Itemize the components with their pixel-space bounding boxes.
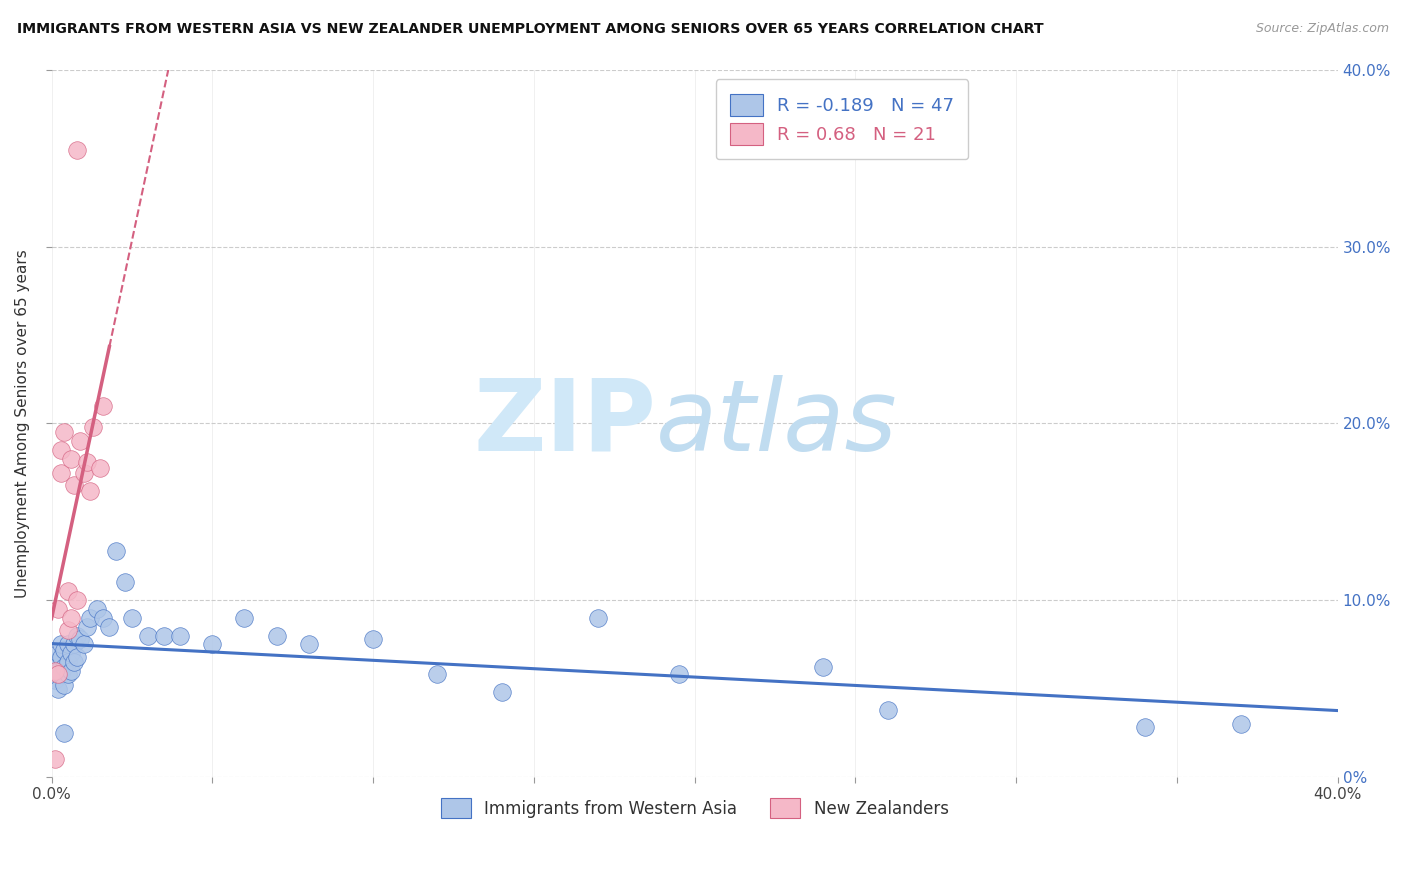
Point <box>51 637 73 651</box>
Point <box>121 611 143 625</box>
Point <box>69 632 91 646</box>
Point <box>53 642 76 657</box>
Point <box>63 478 86 492</box>
Legend: Immigrants from Western Asia, New Zealanders: Immigrants from Western Asia, New Zealan… <box>434 791 955 825</box>
Point <box>82 420 104 434</box>
Point <box>266 628 288 642</box>
Point <box>79 483 101 498</box>
Point <box>53 660 76 674</box>
Point <box>491 685 513 699</box>
Point <box>586 611 609 625</box>
Point <box>89 460 111 475</box>
Point <box>56 655 79 669</box>
Point <box>79 611 101 625</box>
Point <box>1230 716 1253 731</box>
Point <box>44 655 66 669</box>
Point <box>51 442 73 457</box>
Point <box>66 628 89 642</box>
Point <box>76 455 98 469</box>
Point <box>668 667 690 681</box>
Point <box>44 752 66 766</box>
Point <box>51 667 73 681</box>
Point <box>44 664 66 678</box>
Point <box>91 611 114 625</box>
Point <box>73 637 96 651</box>
Point <box>44 673 66 687</box>
Point <box>53 725 76 739</box>
Point <box>233 611 256 625</box>
Point <box>426 667 449 681</box>
Point <box>811 660 834 674</box>
Point <box>76 620 98 634</box>
Point <box>51 466 73 480</box>
Point <box>56 584 79 599</box>
Point <box>66 649 89 664</box>
Point <box>153 628 176 642</box>
Point <box>51 649 73 664</box>
Point <box>136 628 159 642</box>
Text: ZIP: ZIP <box>474 375 657 472</box>
Point <box>59 646 82 660</box>
Point <box>46 646 69 660</box>
Point <box>98 620 121 634</box>
Point <box>361 632 384 646</box>
Point <box>63 655 86 669</box>
Text: atlas: atlas <box>657 375 897 472</box>
Point <box>91 399 114 413</box>
Point <box>201 637 224 651</box>
Point <box>53 678 76 692</box>
Point <box>59 664 82 678</box>
Point <box>876 703 898 717</box>
Point <box>104 543 127 558</box>
Point <box>63 637 86 651</box>
Point <box>56 667 79 681</box>
Point <box>86 602 108 616</box>
Point <box>114 575 136 590</box>
Text: IMMIGRANTS FROM WESTERN ASIA VS NEW ZEALANDER UNEMPLOYMENT AMONG SENIORS OVER 65: IMMIGRANTS FROM WESTERN ASIA VS NEW ZEAL… <box>17 22 1043 37</box>
Point <box>46 664 69 678</box>
Point <box>46 602 69 616</box>
Point <box>66 143 89 157</box>
Text: Source: ZipAtlas.com: Source: ZipAtlas.com <box>1256 22 1389 36</box>
Point <box>59 611 82 625</box>
Point <box>169 628 191 642</box>
Point <box>1133 720 1156 734</box>
Point <box>46 667 69 681</box>
Point <box>53 425 76 440</box>
Y-axis label: Unemployment Among Seniors over 65 years: Unemployment Among Seniors over 65 years <box>15 249 30 598</box>
Point <box>59 451 82 466</box>
Point <box>69 434 91 449</box>
Point <box>298 637 321 651</box>
Point <box>73 466 96 480</box>
Point <box>46 681 69 696</box>
Point <box>56 637 79 651</box>
Point <box>66 593 89 607</box>
Point <box>56 624 79 638</box>
